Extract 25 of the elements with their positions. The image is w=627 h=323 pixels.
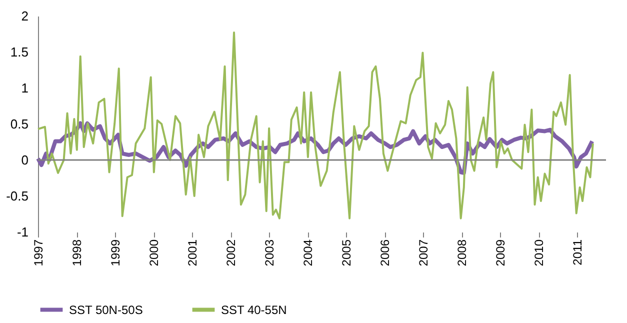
- x-tick-label: 2005: [340, 239, 354, 266]
- x-tick-label: 2002: [224, 239, 238, 266]
- y-tick-label: 1.5: [10, 44, 28, 60]
- x-tick-label: 2006: [378, 239, 392, 266]
- x-tick-label: 2004: [301, 239, 316, 266]
- x-tick-label: 2011: [570, 239, 585, 266]
- y-tick-label: 0.5: [10, 116, 28, 132]
- y-tick-label: 2: [21, 8, 28, 24]
- x-tick-label: 2000: [147, 239, 162, 266]
- x-tick-label: 2009: [494, 239, 508, 266]
- x-tick-label: 2010: [532, 239, 546, 266]
- x-tick-label: 1997: [32, 239, 46, 266]
- x-tick-label: 2003: [262, 239, 277, 266]
- y-tick-label: -0.5: [6, 188, 28, 204]
- x-tick-label: 2008: [455, 239, 470, 266]
- y-tick-label: 0: [21, 152, 28, 168]
- x-tick-label: 2001: [186, 239, 200, 266]
- line-series: [37, 32, 594, 220]
- x-tick-label: 1999: [108, 239, 123, 266]
- x-tick-label: 1998: [70, 239, 84, 266]
- y-tick-label: -1: [16, 224, 28, 240]
- legend-label: SST 50N-50S: [69, 302, 143, 317]
- x-tick-label: 2007: [416, 239, 431, 266]
- y-tick-label: 1: [21, 80, 28, 96]
- legend-label: SST 40-55N: [221, 302, 287, 317]
